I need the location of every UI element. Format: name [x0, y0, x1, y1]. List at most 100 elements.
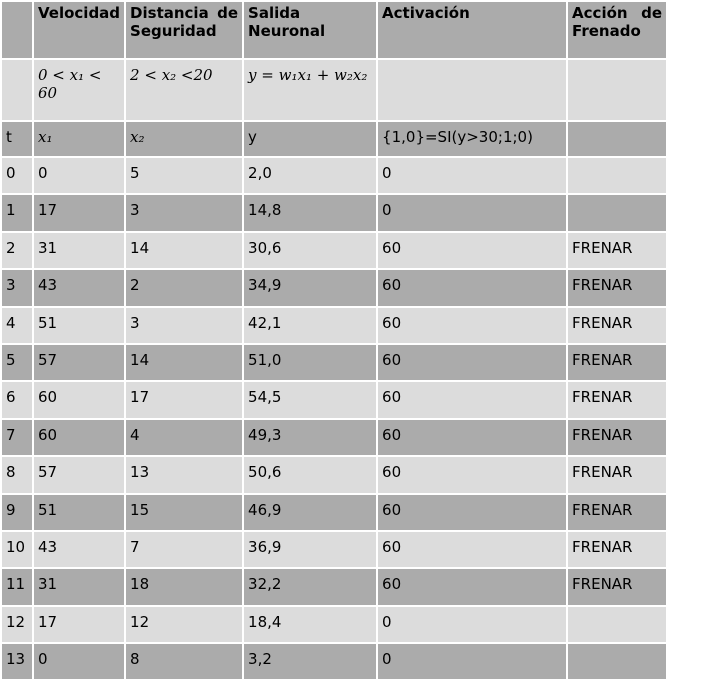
t-cell: 13 [2, 644, 32, 680]
t-cell: 2 [2, 232, 32, 269]
symbol-cell-activation-formula: {1,0}=SI(y>30;1;0) [378, 122, 567, 156]
activacion-cell: 60 [378, 307, 567, 343]
t-cell: 6 [2, 382, 32, 418]
salida-cell: 18,4 [244, 606, 377, 643]
salida-cell: 49,3 [244, 419, 377, 456]
salida-cell: 36,9 [244, 531, 377, 568]
symbol-cell-x2: x₂ [126, 122, 243, 156]
activacion-cell: 0 [378, 158, 567, 194]
symbol-cell-t: t [2, 122, 32, 156]
t-cell: 10 [2, 531, 32, 568]
symbol-row: t x₁ x₂ y {1,0}=SI(y>30;1;0) [2, 122, 667, 156]
formula-cell-salida: y = w₁x₁ + w₂x₂ [244, 60, 377, 120]
formula-cell-velocidad: 0 < x₁ < 60 [34, 60, 125, 120]
header-cell-activacion: Activación [378, 2, 567, 58]
salida-cell: 54,5 [244, 382, 377, 418]
header-cell-velocidad: Velocidad [34, 2, 125, 58]
velocidad-cell: 60 [34, 419, 125, 456]
t-cell: 8 [2, 457, 32, 493]
table-row: 1 17 3 14,8 0 [2, 195, 667, 231]
salida-cell: 14,8 [244, 195, 377, 231]
velocidad-cell: 51 [34, 494, 125, 530]
salida-cell: 46,9 [244, 494, 377, 530]
accion-cell: FRENAR [568, 232, 667, 269]
header-cell-t [2, 2, 32, 58]
accion-cell [568, 195, 667, 231]
table-row: 8 57 13 50,6 60 FRENAR [2, 457, 667, 493]
activacion-cell: 0 [378, 644, 567, 680]
distancia-cell: 3 [126, 307, 243, 343]
accion-cell: FRENAR [568, 494, 667, 530]
t-cell: 1 [2, 195, 32, 231]
distancia-cell: 12 [126, 606, 243, 643]
activacion-cell: 60 [378, 419, 567, 456]
velocidad-cell: 57 [34, 344, 125, 381]
accion-cell [568, 606, 667, 643]
salida-cell: 30,6 [244, 232, 377, 269]
braking-table: Velocidad Distancia de Seguridad Salida … [2, 2, 667, 680]
t-cell: 9 [2, 494, 32, 530]
activacion-cell: 60 [378, 344, 567, 381]
distancia-cell: 14 [126, 344, 243, 381]
distancia-cell: 17 [126, 382, 243, 418]
velocidad-cell: 0 [34, 644, 125, 680]
table-row: 7 60 4 49,3 60 FRENAR [2, 419, 667, 456]
t-cell: 7 [2, 419, 32, 456]
velocidad-cell: 57 [34, 457, 125, 493]
header-cell-salida: Salida Neuronal [244, 2, 377, 58]
symbol-cell-y: y [244, 122, 377, 156]
formula-row: 0 < x₁ < 60 2 < x₂ <20 y = w₁x₁ + w₂x₂ [2, 60, 667, 120]
velocidad-cell: 0 [34, 158, 125, 194]
accion-cell [568, 158, 667, 194]
distancia-cell: 13 [126, 457, 243, 493]
formula-cell [2, 60, 32, 120]
accion-cell [568, 644, 667, 680]
salida-cell: 2,0 [244, 158, 377, 194]
velocidad-cell: 17 [34, 606, 125, 643]
salida-cell: 51,0 [244, 344, 377, 381]
activacion-cell: 60 [378, 270, 567, 306]
header-cell-accion: Acción de Frenado [568, 2, 667, 58]
formula-cell [568, 60, 667, 120]
accion-cell: FRENAR [568, 307, 667, 343]
accion-cell: FRENAR [568, 419, 667, 456]
activacion-cell: 0 [378, 195, 567, 231]
activacion-cell: 60 [378, 494, 567, 530]
t-cell: 12 [2, 606, 32, 643]
table-row: 6 60 17 54,5 60 FRENAR [2, 382, 667, 418]
velocidad-cell: 60 [34, 382, 125, 418]
accion-cell: FRENAR [568, 270, 667, 306]
table-row: 2 31 14 30,6 60 FRENAR [2, 232, 667, 269]
activacion-cell: 0 [378, 606, 567, 643]
distancia-cell: 4 [126, 419, 243, 456]
table-row: 13 0 8 3,2 0 [2, 644, 667, 680]
formula-cell-distancia: 2 < x₂ <20 [126, 60, 243, 120]
distancia-cell: 5 [126, 158, 243, 194]
activacion-cell: 60 [378, 531, 567, 568]
formula-cell [378, 60, 567, 120]
activacion-cell: 60 [378, 382, 567, 418]
t-cell: 5 [2, 344, 32, 381]
distancia-cell: 7 [126, 531, 243, 568]
salida-cell: 50,6 [244, 457, 377, 493]
symbol-cell [568, 122, 667, 156]
t-cell: 0 [2, 158, 32, 194]
table-row: 4 51 3 42,1 60 FRENAR [2, 307, 667, 343]
distancia-cell: 14 [126, 232, 243, 269]
velocidad-cell: 17 [34, 195, 125, 231]
symbol-cell-x1: x₁ [34, 122, 125, 156]
salida-cell: 3,2 [244, 644, 377, 680]
table-row: 5 57 14 51,0 60 FRENAR [2, 344, 667, 381]
distancia-cell: 2 [126, 270, 243, 306]
velocidad-cell: 51 [34, 307, 125, 343]
header-row: Velocidad Distancia de Seguridad Salida … [2, 2, 667, 58]
distancia-cell: 3 [126, 195, 243, 231]
distancia-cell: 15 [126, 494, 243, 530]
accion-cell: FRENAR [568, 382, 667, 418]
salida-cell: 42,1 [244, 307, 377, 343]
accion-cell: FRENAR [568, 457, 667, 493]
t-cell: 4 [2, 307, 32, 343]
salida-cell: 34,9 [244, 270, 377, 306]
t-cell: 3 [2, 270, 32, 306]
velocidad-cell: 43 [34, 531, 125, 568]
